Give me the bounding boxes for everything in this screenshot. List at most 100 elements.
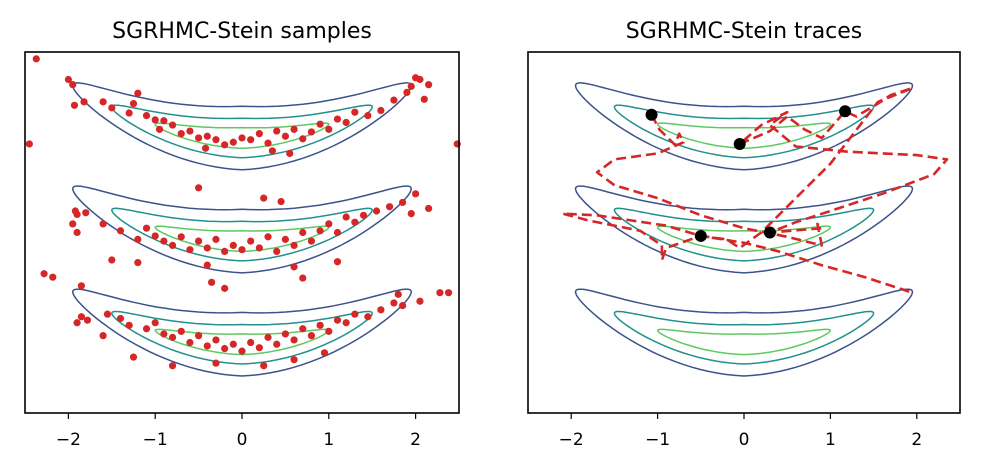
- sample-point: [320, 349, 329, 357]
- sample-point: [420, 95, 428, 103]
- samples-xtick-label: 0: [237, 430, 248, 450]
- sample-point: [212, 336, 220, 344]
- sample-point: [359, 211, 368, 219]
- sample-point: [195, 332, 203, 340]
- sample-point: [103, 310, 112, 318]
- sample-point: [307, 128, 316, 136]
- contour-outer: [574, 185, 914, 274]
- sample-point: [142, 224, 151, 232]
- samples-title: SGRHMC-Stein samples: [112, 19, 372, 44]
- sample-point: [351, 108, 359, 116]
- trace-line: [561, 86, 949, 294]
- sample-point: [73, 210, 81, 219]
- sample-point: [273, 340, 281, 348]
- sample-point: [186, 246, 194, 254]
- sample-point: [129, 353, 138, 361]
- sample-point: [125, 321, 133, 329]
- sample-point: [70, 101, 79, 109]
- sample-point: [299, 274, 307, 282]
- sample-point: [398, 301, 407, 310]
- sample-point: [99, 98, 107, 106]
- sample-point: [99, 332, 107, 340]
- sample-point: [394, 290, 402, 298]
- sample-point: [425, 204, 433, 213]
- samples-axes: SGRHMC-Stein samples −2 −1 0 1 2: [24, 19, 461, 450]
- contour-middle: [111, 207, 373, 262]
- sample-point: [73, 319, 81, 327]
- sample-point: [290, 263, 298, 271]
- sample-point: [160, 237, 168, 245]
- sample-point: [177, 233, 185, 241]
- sample-point: [195, 184, 203, 192]
- sample-point: [333, 115, 342, 123]
- sample-point: [390, 96, 398, 104]
- sample-point: [177, 130, 185, 138]
- sample-point: [69, 220, 77, 228]
- sample-point: [229, 138, 237, 146]
- sample-point: [64, 75, 72, 84]
- sample-point: [316, 321, 324, 329]
- sample-point: [229, 340, 237, 348]
- sample-point: [186, 127, 194, 135]
- contour-inner: [154, 225, 330, 253]
- contour-middle: [613, 104, 875, 159]
- traces-xtick-label: 0: [739, 430, 750, 450]
- sample-point: [403, 88, 411, 96]
- traces-title: SGRHMC-Stein traces: [626, 19, 863, 44]
- samples-xtick-label: 1: [323, 430, 334, 450]
- contour-outer: [71, 185, 413, 274]
- sample-point: [168, 241, 177, 249]
- sample-point: [290, 241, 298, 249]
- sample-point: [99, 220, 107, 228]
- sample-point: [385, 203, 394, 211]
- trace-endpoint: [763, 226, 776, 239]
- sample-point: [351, 310, 359, 318]
- sample-point: [221, 344, 229, 353]
- sample-point: [307, 332, 316, 340]
- contour-outer: [71, 288, 413, 377]
- sample-point: [195, 237, 203, 245]
- traces-axes: SGRHMC-Stein traces −2 −1 0 1 2: [527, 19, 961, 450]
- sample-point: [203, 342, 211, 350]
- sample-point: [73, 228, 81, 237]
- sample-point: [299, 325, 307, 333]
- sample-point: [125, 109, 133, 117]
- sample-point: [49, 273, 57, 281]
- traces-xtick-label: 1: [825, 430, 836, 450]
- sample-point: [436, 289, 444, 297]
- sample-point: [247, 338, 255, 347]
- sample-point: [247, 237, 255, 245]
- sample-point: [151, 116, 159, 124]
- sample-point: [221, 141, 229, 149]
- sample-point: [398, 198, 407, 207]
- traces-xticks: −2 −1 0 1 2: [559, 413, 922, 450]
- sample-point: [260, 362, 268, 370]
- sample-point: [316, 227, 324, 235]
- sample-point: [247, 136, 255, 144]
- sample-point: [364, 112, 372, 120]
- sample-point: [342, 319, 350, 327]
- sample-point: [351, 218, 359, 226]
- sample-point: [160, 117, 168, 125]
- sample-point: [168, 333, 177, 341]
- sample-point: [290, 336, 298, 344]
- contour-inner: [656, 122, 832, 150]
- sample-point: [69, 81, 77, 89]
- sample-point: [134, 258, 142, 267]
- contour-middle: [613, 207, 875, 262]
- sample-point: [407, 82, 415, 90]
- sample-point: [281, 235, 289, 243]
- sample-point: [390, 299, 398, 307]
- sample-point: [134, 89, 142, 97]
- sample-point: [77, 313, 86, 321]
- sample-point: [407, 209, 415, 218]
- sample-point: [260, 194, 268, 202]
- contour-middle: [111, 104, 373, 159]
- samples-contours: [71, 82, 413, 377]
- samples-xtick-label: −1: [143, 430, 168, 450]
- sample-point: [142, 112, 151, 120]
- sample-point: [377, 106, 385, 115]
- sample-point: [342, 118, 350, 127]
- sample-point: [83, 316, 92, 324]
